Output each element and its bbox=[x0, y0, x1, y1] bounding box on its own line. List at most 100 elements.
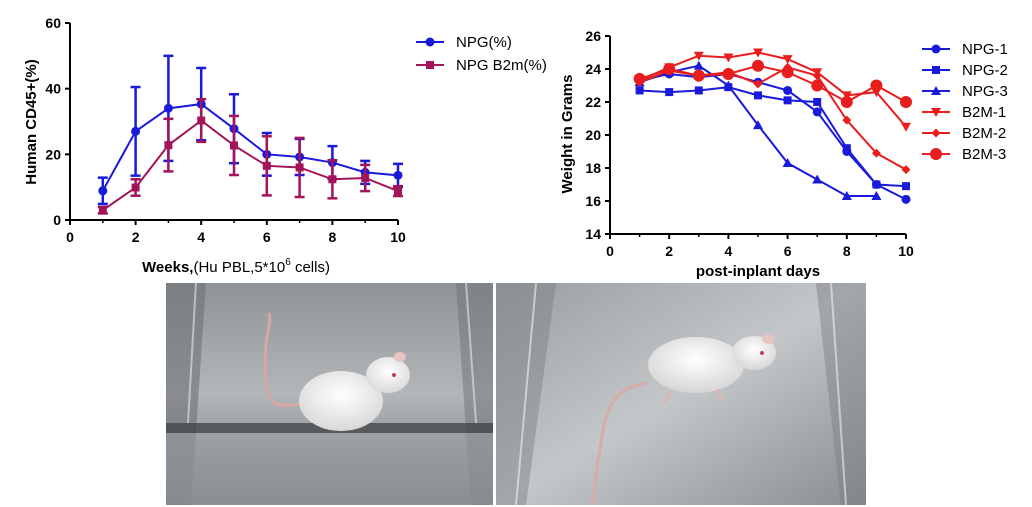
data-point bbox=[723, 53, 734, 63]
y-tick-label: 18 bbox=[585, 160, 601, 176]
data-point bbox=[197, 116, 206, 125]
data-point bbox=[753, 120, 763, 130]
legend-marker bbox=[932, 66, 940, 74]
data-point bbox=[722, 67, 735, 80]
data-point bbox=[842, 144, 851, 153]
mouse-photo-right bbox=[496, 283, 866, 505]
y-tick-label: 20 bbox=[585, 127, 601, 143]
x-tick-label: 10 bbox=[390, 229, 406, 245]
left-ylabel: Human CD45+(%) bbox=[23, 59, 40, 184]
x-tick-label: 0 bbox=[66, 229, 74, 245]
y-tick-label: 20 bbox=[45, 146, 61, 162]
x-tick-label: 4 bbox=[725, 243, 733, 259]
data-point bbox=[665, 88, 674, 97]
data-point bbox=[902, 182, 910, 191]
left-marks bbox=[97, 54, 403, 215]
legend-marker bbox=[426, 61, 434, 69]
y-tick-label: 0 bbox=[53, 212, 61, 228]
series-line-B2M-2 bbox=[639, 66, 907, 171]
data-point bbox=[813, 98, 822, 106]
legend-label: B2M-1 bbox=[962, 104, 1006, 121]
legend-marker bbox=[931, 108, 941, 117]
left-xlabel: Weeks,(Hu PBL,5*106 cells) bbox=[142, 257, 330, 276]
mouse-photo-left bbox=[166, 283, 493, 505]
series-line-B2M-3 bbox=[639, 64, 907, 104]
legend-marker bbox=[931, 128, 941, 138]
series-line-NPG B2m(%) bbox=[102, 119, 399, 211]
left-legend: NPG(%) NPG B2m(%) bbox=[416, 34, 547, 74]
legend-marker bbox=[931, 86, 941, 95]
y-tick-label: 40 bbox=[45, 81, 61, 97]
data-point bbox=[635, 86, 644, 95]
left-axes: 0 20 40 60 0 2 4 6 8 10 bbox=[45, 15, 406, 245]
data-point bbox=[694, 86, 703, 95]
legend-label: B2M-3 bbox=[962, 146, 1006, 163]
data-point bbox=[131, 126, 141, 136]
series-line-B2M-1 bbox=[639, 51, 907, 128]
data-point bbox=[754, 91, 762, 100]
data-point bbox=[633, 72, 646, 85]
data-point bbox=[901, 122, 911, 132]
data-point bbox=[870, 79, 883, 92]
x-tick-label: 2 bbox=[665, 243, 673, 259]
legend-label: B2M-2 bbox=[962, 125, 1006, 142]
data-point bbox=[328, 175, 337, 184]
chart-human-cd45: 0 20 40 60 0 2 4 6 8 10 Human CD45+(%) Weeks,(Hu … bbox=[23, 15, 547, 276]
data-point bbox=[131, 183, 140, 192]
data-point bbox=[693, 60, 704, 70]
data-point bbox=[663, 63, 676, 75]
data-point bbox=[812, 71, 822, 81]
y-tick-label: 22 bbox=[585, 94, 601, 110]
right-ylabel: Weight in Grams bbox=[559, 75, 576, 194]
data-point bbox=[783, 96, 792, 105]
x-tick-label: 8 bbox=[843, 243, 851, 259]
legend-marker bbox=[930, 148, 942, 160]
x-tick-label: 10 bbox=[898, 243, 914, 259]
data-point bbox=[753, 79, 763, 89]
data-point bbox=[693, 51, 704, 61]
legend-label: NPG-3 bbox=[962, 83, 1008, 100]
legend-marker bbox=[931, 44, 941, 54]
data-point bbox=[262, 161, 271, 170]
series-line-NPG(%) bbox=[101, 103, 399, 192]
series-line-NPG-2 bbox=[639, 86, 907, 188]
legend-label: NPG(%) bbox=[456, 34, 512, 51]
data-point bbox=[393, 170, 403, 180]
data-point bbox=[295, 163, 304, 172]
legend-label: NPG-2 bbox=[962, 62, 1008, 79]
x-tick-label: 6 bbox=[263, 229, 271, 245]
y-tick-label: 14 bbox=[585, 226, 601, 242]
data-point bbox=[752, 59, 764, 72]
data-point bbox=[164, 141, 173, 150]
y-tick-label: 16 bbox=[585, 193, 601, 209]
x-tick-label: 8 bbox=[329, 229, 337, 245]
data-point bbox=[753, 48, 763, 58]
data-point bbox=[361, 173, 370, 182]
data-point bbox=[230, 141, 238, 150]
data-point bbox=[872, 180, 881, 189]
legend-marker bbox=[425, 37, 435, 47]
x-tick-label: 4 bbox=[197, 229, 205, 245]
data-point bbox=[840, 96, 853, 108]
right-xlabel: post-inplant days bbox=[696, 263, 820, 280]
legend-label: NPG-1 bbox=[962, 41, 1008, 58]
data-point bbox=[901, 194, 911, 204]
data-point bbox=[98, 206, 107, 215]
data-point bbox=[901, 165, 911, 175]
data-point bbox=[812, 107, 822, 117]
y-tick-label: 24 bbox=[585, 61, 601, 77]
data-point bbox=[782, 158, 793, 168]
data-point bbox=[781, 66, 794, 79]
right-legend: NPG-1 NPG-2 NPG-3 B2M-1 B2M-2 B2M-3 bbox=[922, 41, 1008, 163]
x-tick-label: 0 bbox=[606, 243, 614, 259]
data-point bbox=[783, 85, 793, 95]
legend-label: NPG B2m(%) bbox=[456, 57, 547, 74]
data-point bbox=[811, 79, 824, 92]
data-point bbox=[871, 191, 882, 201]
data-point bbox=[900, 96, 912, 108]
series-line-NPG-1 bbox=[639, 72, 907, 201]
data-point bbox=[163, 103, 173, 113]
data-point bbox=[841, 91, 852, 101]
